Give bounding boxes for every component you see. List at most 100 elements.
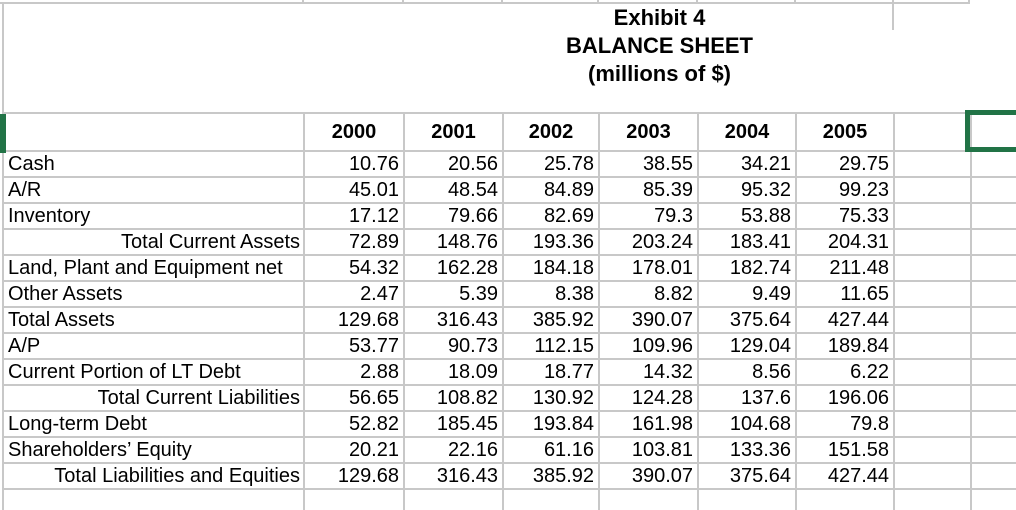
column-header-2002[interactable]: 2002: [502, 112, 600, 152]
sheet-title[interactable]: Exhibit 4 BALANCE SHEET (millions of $): [303, 4, 1016, 88]
cell-value[interactable]: 10.76: [303, 150, 405, 178]
cell-value[interactable]: 95.32: [697, 176, 797, 204]
cell-value[interactable]: 427.44: [795, 306, 895, 334]
blank-cell[interactable]: [970, 436, 1016, 464]
cell-value[interactable]: 137.6: [697, 384, 797, 412]
blank-cell[interactable]: [970, 150, 1016, 178]
cell-value[interactable]: 53.88: [697, 202, 797, 230]
cell-value[interactable]: 129.04: [697, 332, 797, 360]
cell-value[interactable]: 5.39: [403, 280, 504, 308]
row-label[interactable]: Total Current Liabilities: [2, 384, 305, 412]
cell-value[interactable]: 8.56: [697, 358, 797, 386]
column-header-2003[interactable]: 2003: [598, 112, 699, 152]
cell-value[interactable]: 8.82: [598, 280, 699, 308]
cell-value[interactable]: 20.21: [303, 436, 405, 464]
cell-value[interactable]: 129.68: [303, 306, 405, 334]
blank-cell[interactable]: [970, 306, 1016, 334]
cell-value[interactable]: 84.89: [502, 176, 600, 204]
cell-value[interactable]: 189.84: [795, 332, 895, 360]
cell-value[interactable]: 53.77: [303, 332, 405, 360]
cell-value[interactable]: 203.24: [598, 228, 699, 256]
cell-value[interactable]: 196.06: [795, 384, 895, 412]
blank-cell[interactable]: [697, 488, 797, 510]
cell-value[interactable]: 61.16: [502, 436, 600, 464]
blank-cell[interactable]: [893, 332, 972, 360]
blank-cell[interactable]: [893, 306, 972, 334]
cell-value[interactable]: 151.58: [795, 436, 895, 464]
cell-value[interactable]: 25.78: [502, 150, 600, 178]
cell-value[interactable]: 133.36: [697, 436, 797, 464]
blank-cell[interactable]: [893, 410, 972, 438]
blank-cell[interactable]: [403, 488, 504, 510]
blank-cell[interactable]: [893, 384, 972, 412]
cell-value[interactable]: 8.38: [502, 280, 600, 308]
blank-cell[interactable]: [893, 358, 972, 386]
cell-value[interactable]: 56.65: [303, 384, 405, 412]
blank-cell[interactable]: [970, 384, 1016, 412]
blank-cell[interactable]: [970, 228, 1016, 256]
cell-value[interactable]: 316.43: [403, 462, 504, 490]
cell-value[interactable]: 2.47: [303, 280, 405, 308]
blank-cell[interactable]: [893, 254, 972, 282]
row-label[interactable]: A/P: [2, 332, 305, 360]
column-header-2004[interactable]: 2004: [697, 112, 797, 152]
cell-value[interactable]: 11.65: [795, 280, 895, 308]
cell-value[interactable]: 124.28: [598, 384, 699, 412]
cell-value[interactable]: 90.73: [403, 332, 504, 360]
column-header-2005[interactable]: 2005: [795, 112, 895, 152]
cell-value[interactable]: 99.23: [795, 176, 895, 204]
cell-value[interactable]: 104.68: [697, 410, 797, 438]
cell-value[interactable]: 108.82: [403, 384, 504, 412]
row-label[interactable]: Total Liabilities and Equities: [2, 462, 305, 490]
column-header-2000[interactable]: 2000: [303, 112, 405, 152]
row-label[interactable]: Long-term Debt: [2, 410, 305, 438]
cell-value[interactable]: 38.55: [598, 150, 699, 178]
cell-value[interactable]: 178.01: [598, 254, 699, 282]
cell-value[interactable]: 79.66: [403, 202, 504, 230]
selected-cell[interactable]: [965, 110, 1016, 152]
cell-value[interactable]: 375.64: [697, 306, 797, 334]
cell-value[interactable]: 20.56: [403, 150, 504, 178]
cell-value[interactable]: 390.07: [598, 462, 699, 490]
blank-cell[interactable]: [893, 280, 972, 308]
cell-value[interactable]: 82.69: [502, 202, 600, 230]
row-label[interactable]: Cash: [2, 150, 305, 178]
blank-cell[interactable]: [893, 462, 972, 490]
cell-value[interactable]: 185.45: [403, 410, 504, 438]
blank-cell[interactable]: [893, 488, 972, 510]
cell-value[interactable]: 375.64: [697, 462, 797, 490]
blank-cell[interactable]: [970, 176, 1016, 204]
cell-value[interactable]: 193.36: [502, 228, 600, 256]
cell-value[interactable]: 184.18: [502, 254, 600, 282]
cell-value[interactable]: 52.82: [303, 410, 405, 438]
blank-cell[interactable]: [970, 332, 1016, 360]
blank-cell[interactable]: [970, 280, 1016, 308]
cell-value[interactable]: 385.92: [502, 306, 600, 334]
blank-cell[interactable]: [2, 488, 305, 510]
blank-cell[interactable]: [970, 358, 1016, 386]
blank-cell[interactable]: [893, 112, 972, 152]
cell-value[interactable]: 29.75: [795, 150, 895, 178]
cell-value[interactable]: 18.09: [403, 358, 504, 386]
cell-value[interactable]: 48.54: [403, 176, 504, 204]
cell-value[interactable]: 14.32: [598, 358, 699, 386]
cell-value[interactable]: 54.32: [303, 254, 405, 282]
cell-value[interactable]: 18.77: [502, 358, 600, 386]
row-label[interactable]: Shareholders’ Equity: [2, 436, 305, 464]
column-header-2001[interactable]: 2001: [403, 112, 504, 152]
blank-cell[interactable]: [893, 176, 972, 204]
cell-value[interactable]: 9.49: [697, 280, 797, 308]
cell-value[interactable]: 79.3: [598, 202, 699, 230]
blank-cell[interactable]: [970, 488, 1016, 510]
cell-value[interactable]: 2.88: [303, 358, 405, 386]
blank-cell[interactable]: [970, 202, 1016, 230]
cell-value[interactable]: 162.28: [403, 254, 504, 282]
cell-value[interactable]: 183.41: [697, 228, 797, 256]
cell-value[interactable]: 6.22: [795, 358, 895, 386]
row-label[interactable]: A/R: [2, 176, 305, 204]
cell-value[interactable]: 85.39: [598, 176, 699, 204]
blank-cell[interactable]: [893, 228, 972, 256]
cell-value[interactable]: 390.07: [598, 306, 699, 334]
cell-value[interactable]: 109.96: [598, 332, 699, 360]
row-label[interactable]: Other Assets: [2, 280, 305, 308]
